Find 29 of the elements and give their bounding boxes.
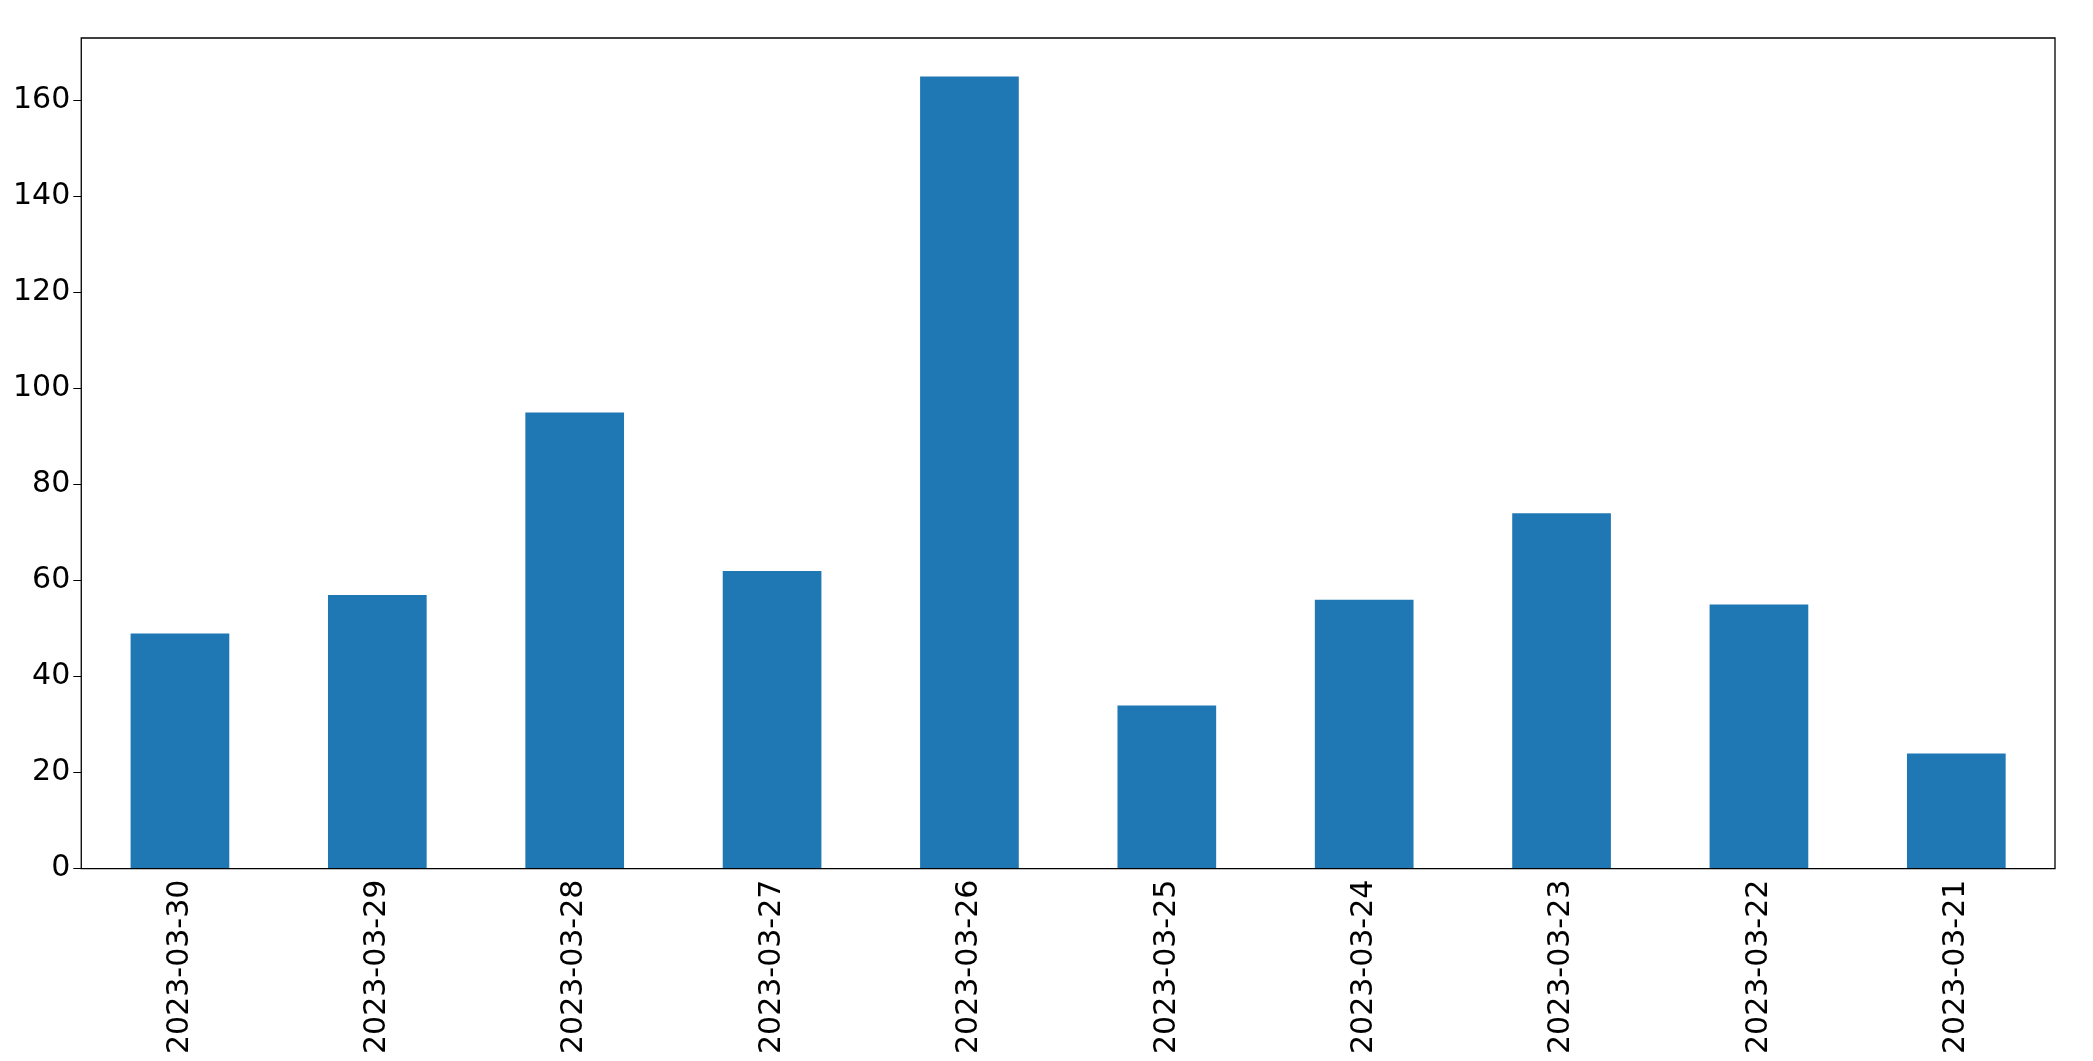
- bar: [525, 412, 625, 869]
- y-tick-label: 120: [13, 272, 71, 308]
- bar: [1906, 753, 2006, 869]
- x-tick-label: 2023-03-24: [1343, 879, 1379, 1055]
- x-tick-label: 2023-03-30: [159, 879, 195, 1055]
- x-tick-label: 2023-03-28: [554, 879, 590, 1055]
- bar: [1512, 513, 1611, 869]
- y-tick-label: 40: [32, 656, 71, 692]
- x-tick-label: 2023-03-23: [1541, 879, 1577, 1055]
- y-tick-label: 160: [13, 80, 71, 116]
- x-tick-label: 2023-03-27: [751, 879, 787, 1055]
- y-tick-label: 20: [32, 752, 71, 788]
- y-tick-label: 140: [13, 176, 71, 212]
- x-tick-label: 2023-03-25: [1146, 879, 1182, 1055]
- y-tick-label: 100: [13, 368, 71, 404]
- y-tick-label: 80: [32, 464, 71, 500]
- bar: [1709, 604, 1809, 869]
- x-tick-label: 2023-03-21: [1936, 879, 1972, 1055]
- bar: [327, 594, 427, 869]
- bar: [130, 633, 230, 869]
- bar: [722, 570, 822, 869]
- x-tick-label: 2023-03-22: [1738, 879, 1774, 1055]
- y-tick-label: 60: [32, 560, 71, 596]
- x-tick-label: 2023-03-29: [357, 879, 393, 1055]
- y-tick-label: 0: [51, 848, 71, 884]
- bar: [1117, 705, 1217, 869]
- bar: [1314, 599, 1414, 869]
- x-tick-label: 2023-03-26: [949, 879, 985, 1055]
- bar: [920, 76, 1019, 869]
